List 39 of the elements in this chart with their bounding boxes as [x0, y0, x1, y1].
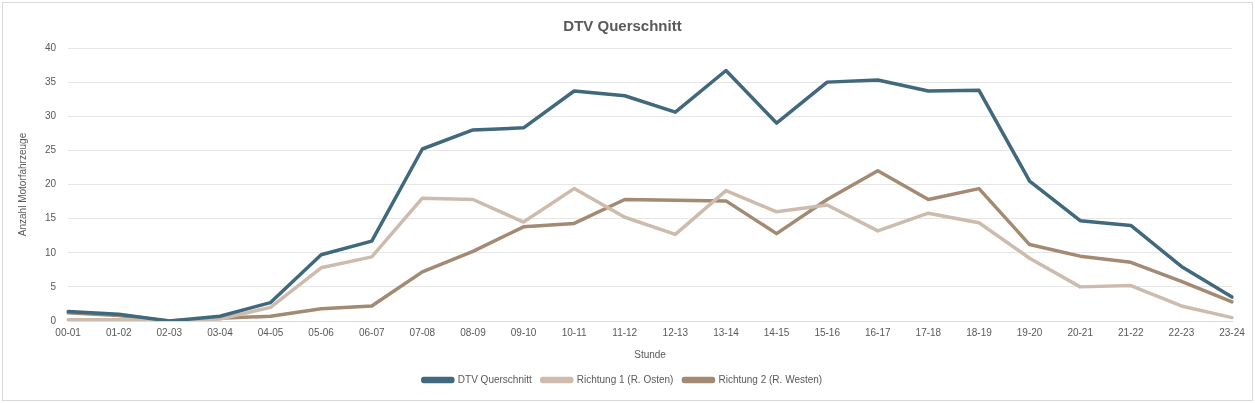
legend-label: Richtung 2 (R. Westen) — [718, 373, 823, 385]
y-tick-label: 30 — [45, 110, 57, 121]
x-tick-label: 23-24 — [1219, 326, 1246, 338]
x-tick-label: 01-02 — [105, 326, 132, 338]
x-tick-label: 16-17 — [864, 326, 891, 338]
y-axis-title: Anzahl Motorfahrzeuge — [16, 132, 28, 237]
y-tick-label: 25 — [45, 144, 57, 156]
x-tick-label: 19-20 — [1016, 326, 1043, 338]
x-tick-label: 00-01 — [55, 326, 82, 338]
x-tick-label: 22-23 — [1168, 326, 1195, 338]
y-tick-label: 35 — [45, 75, 57, 87]
x-tick-label: 05-06 — [308, 326, 335, 338]
x-tick-label: 08-09 — [460, 326, 487, 338]
y-tick-label: 5 — [50, 280, 57, 292]
x-tick-label: 06-07 — [358, 326, 385, 338]
x-tick-label: 10-11 — [561, 326, 588, 338]
y-tick-label: 0 — [50, 314, 57, 326]
chart-title: DTV Querschnitt — [563, 17, 682, 35]
x-tick-label: 02-03 — [156, 326, 183, 338]
x-tick-label: 03-04 — [207, 326, 234, 338]
x-tick-label: 17-18 — [915, 326, 942, 338]
x-tick-label: 11-12 — [612, 326, 638, 338]
y-tick-label: 40 — [45, 41, 57, 53]
y-tick-label: 15 — [45, 212, 57, 224]
y-tick-label: 20 — [45, 178, 57, 190]
legend-label: Richtung 1 (R. Osten) — [576, 373, 674, 385]
x-tick-label: 14-15 — [763, 326, 790, 338]
x-tick-label: 15-16 — [814, 326, 841, 338]
x-tick-label: 13-14 — [713, 326, 740, 338]
x-axis-title: Stunde — [634, 348, 667, 360]
x-tick-label: 07-08 — [409, 326, 436, 338]
x-tick-label: 21-22 — [1118, 326, 1145, 338]
x-tick-label: 04-05 — [257, 326, 284, 338]
x-tick-label: 18-19 — [966, 326, 993, 338]
y-tick-label: 10 — [45, 246, 57, 258]
legend-label: DTV Querschnitt — [457, 373, 532, 385]
x-tick-label: 09-10 — [510, 326, 537, 338]
x-tick-label: 12-13 — [662, 326, 689, 338]
x-tick-label: 20-21 — [1067, 326, 1094, 338]
